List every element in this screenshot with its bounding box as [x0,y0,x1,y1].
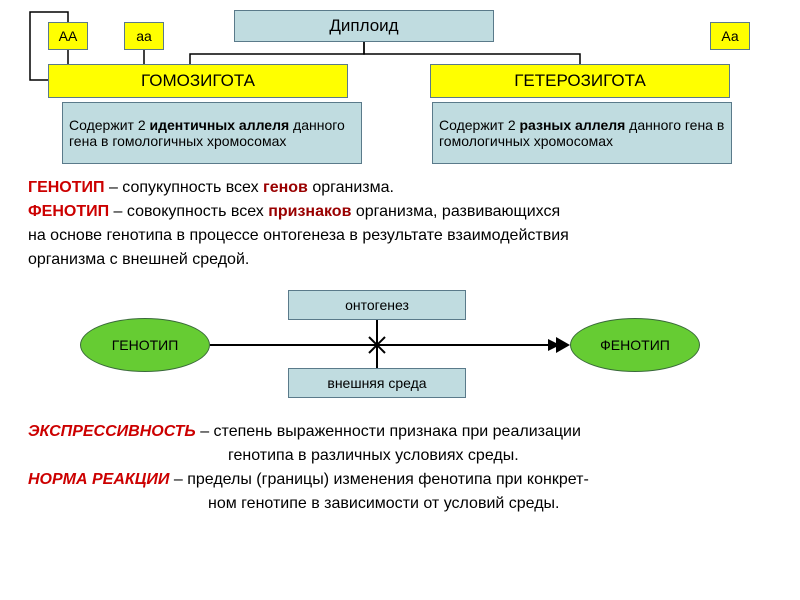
genotip-ellipse: ГЕНОТИП [80,318,210,372]
norm-reaction-term: НОРМА РЕАКЦИИ [28,471,169,488]
homozygote-desc-box: Содержит 2 идентичных аллеля данного ген… [62,102,362,164]
heterozygote-box: ГЕТЕРОЗИГОТА [430,64,730,98]
allele-AA-label: АА [59,28,78,44]
allele-AA-box: АА [48,22,88,50]
sreda-box: внешняя среда [288,368,466,398]
sreda-label: внешняя среда [327,375,426,391]
heterozygote-desc: Содержит 2 разных аллеля данного гена в … [439,117,725,149]
genotip-term: ГЕНОТИП [28,179,105,196]
homozygote-desc: Содержит 2 идентичных аллеля данного ген… [69,117,355,149]
heterozygote-desc-box: Содержит 2 разных аллеля данного гена в … [432,102,732,164]
allele-Aa-label: Аа [721,28,738,44]
genotip-ellipse-label: ГЕНОТИП [112,337,179,353]
diploid-label: Диплоид [329,16,398,36]
fenotip-ellipse: ФЕНОТИП [570,318,700,372]
ontogenez-label: онтогенез [345,297,409,313]
allele-Aa-box: Аа [710,22,750,50]
expressivity-term: ЭКСПРЕССИВНОСТЬ [28,423,196,440]
definitions-block: ГЕНОТИП – сопукупность всех генов органи… [28,176,772,272]
heterozygote-label: ГЕТЕРОЗИГОТА [514,71,646,91]
homozygote-label: ГОМОЗИГОТА [141,71,255,91]
ontogenez-box: онтогенез [288,290,466,320]
diploid-box: Диплоид [234,10,494,42]
homozygote-box: ГОМОЗИГОТА [48,64,348,98]
allele-aa-box: аа [124,22,164,50]
fenotip-term: ФЕНОТИП [28,203,109,220]
allele-aa-label: аа [136,28,152,44]
bottom-defs-block: ЭКСПРЕССИВНОСТЬ – степень выраженности п… [28,420,772,516]
fenotip-ellipse-label: ФЕНОТИП [600,337,670,353]
